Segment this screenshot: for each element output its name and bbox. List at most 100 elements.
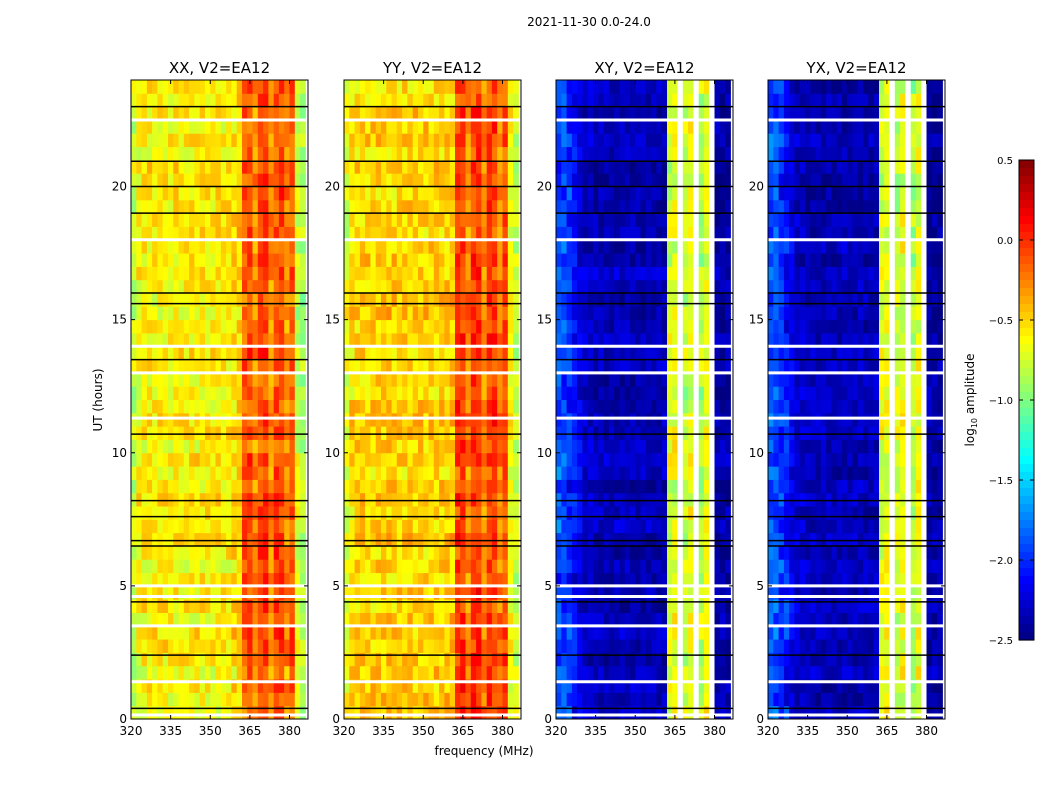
heatmap-cell bbox=[476, 226, 482, 241]
heatmap-cell bbox=[571, 492, 578, 507]
x-tick-label: 320 bbox=[120, 724, 143, 738]
heatmap-cell bbox=[215, 625, 222, 640]
heatmap-cell bbox=[146, 213, 153, 227]
heatmap-cell bbox=[136, 386, 143, 400]
heatmap-cell bbox=[396, 665, 403, 680]
heatmap-cell bbox=[556, 199, 562, 214]
heatmap-cell bbox=[220, 93, 227, 108]
heatmap-cell bbox=[476, 599, 482, 613]
heatmap-cell bbox=[391, 159, 398, 174]
heatmap-cell bbox=[465, 93, 472, 108]
heatmap-cell bbox=[719, 572, 726, 587]
heatmap-cell bbox=[157, 625, 164, 640]
heatmap-cell bbox=[661, 625, 668, 640]
heatmap-cell bbox=[444, 679, 451, 693]
heatmap-cell bbox=[289, 359, 296, 374]
heatmap-cell bbox=[465, 386, 472, 400]
heatmap-cell bbox=[157, 692, 164, 707]
heatmap-cell bbox=[418, 93, 424, 108]
heatmap-cell bbox=[268, 506, 275, 520]
heatmap-cell bbox=[136, 173, 143, 187]
heatmap-cell bbox=[210, 572, 217, 587]
heatmap-cell bbox=[566, 545, 573, 560]
heatmap-cell bbox=[428, 266, 435, 281]
heatmap-cell bbox=[688, 332, 694, 347]
heatmap-cell bbox=[614, 479, 620, 494]
heatmap-cell bbox=[220, 572, 227, 587]
heatmap-cell bbox=[661, 572, 668, 587]
heatmap-cell bbox=[300, 399, 306, 414]
heatmap-cell bbox=[273, 519, 280, 534]
heatmap-cell bbox=[645, 306, 652, 321]
heatmap-cell bbox=[257, 386, 264, 400]
heatmap-cell bbox=[582, 173, 589, 187]
heatmap-cell bbox=[561, 519, 568, 534]
heatmap-cell bbox=[247, 372, 253, 387]
heatmap-cell bbox=[481, 559, 488, 574]
heatmap-cell bbox=[577, 306, 583, 321]
heatmap-cell bbox=[152, 599, 158, 613]
heatmap-cell bbox=[349, 279, 356, 294]
heatmap-cell bbox=[152, 439, 158, 454]
heatmap-cell bbox=[614, 412, 620, 427]
heatmap-cell bbox=[423, 559, 430, 574]
heatmap-cell bbox=[136, 426, 143, 440]
heatmap-cell bbox=[194, 253, 201, 267]
heatmap-cell bbox=[268, 585, 275, 600]
heatmap-cell bbox=[439, 146, 445, 161]
heatmap-cell bbox=[359, 372, 366, 387]
heatmap-cell bbox=[481, 492, 488, 507]
heatmap-cell bbox=[719, 679, 726, 693]
heatmap-cell bbox=[189, 359, 195, 374]
heatmap-cell bbox=[709, 466, 715, 480]
heatmap-cell bbox=[344, 652, 350, 667]
heatmap-cell bbox=[162, 599, 169, 613]
heatmap-cell bbox=[619, 199, 626, 214]
heatmap-cell bbox=[226, 572, 232, 587]
y-axis-label: UT (hours) bbox=[91, 368, 105, 431]
heatmap-cell bbox=[418, 159, 424, 174]
heatmap-cell bbox=[268, 293, 275, 307]
heatmap-cell bbox=[587, 519, 594, 534]
heatmap-cell bbox=[386, 253, 393, 267]
heatmap-cell bbox=[476, 665, 482, 680]
heatmap-cell bbox=[709, 665, 715, 680]
heatmap-cell bbox=[476, 679, 482, 693]
heatmap-cell bbox=[693, 319, 700, 334]
heatmap-cell bbox=[354, 293, 361, 307]
heatmap-cell bbox=[428, 519, 435, 534]
heatmap-cell bbox=[444, 439, 451, 454]
heatmap-cell bbox=[645, 599, 652, 613]
heatmap-cell bbox=[236, 279, 243, 294]
heatmap-cell bbox=[375, 239, 382, 254]
heatmap-cell bbox=[284, 306, 290, 321]
heatmap-cell bbox=[449, 625, 456, 640]
heatmap-cell bbox=[365, 319, 371, 334]
heatmap-cell bbox=[278, 239, 285, 254]
heatmap-cell bbox=[300, 119, 306, 134]
heatmap-cell bbox=[439, 545, 445, 560]
heatmap-cell bbox=[491, 279, 498, 294]
heatmap-cell bbox=[252, 332, 259, 347]
heatmap-cell bbox=[645, 639, 652, 653]
heatmap-cell bbox=[682, 652, 689, 667]
heatmap-cell bbox=[157, 199, 164, 214]
heatmap-cell bbox=[178, 439, 185, 454]
heatmap-cell bbox=[688, 639, 694, 653]
heatmap-cell bbox=[418, 319, 424, 334]
heatmap-cell bbox=[507, 359, 514, 374]
heatmap-cell bbox=[667, 452, 673, 467]
heatmap-cell bbox=[205, 159, 211, 174]
heatmap-cell bbox=[381, 93, 387, 108]
heatmap-cell bbox=[294, 226, 301, 241]
heatmap-cell bbox=[725, 93, 731, 108]
heatmap-cell bbox=[412, 545, 419, 560]
heatmap-cell bbox=[268, 652, 275, 667]
heatmap-cell bbox=[359, 199, 366, 214]
heatmap-cell bbox=[289, 665, 296, 680]
heatmap-cell bbox=[242, 199, 248, 214]
heatmap-cell bbox=[289, 159, 296, 174]
heatmap-cell bbox=[300, 426, 306, 440]
heatmap-cell bbox=[152, 519, 158, 534]
heatmap-cell bbox=[131, 452, 137, 467]
